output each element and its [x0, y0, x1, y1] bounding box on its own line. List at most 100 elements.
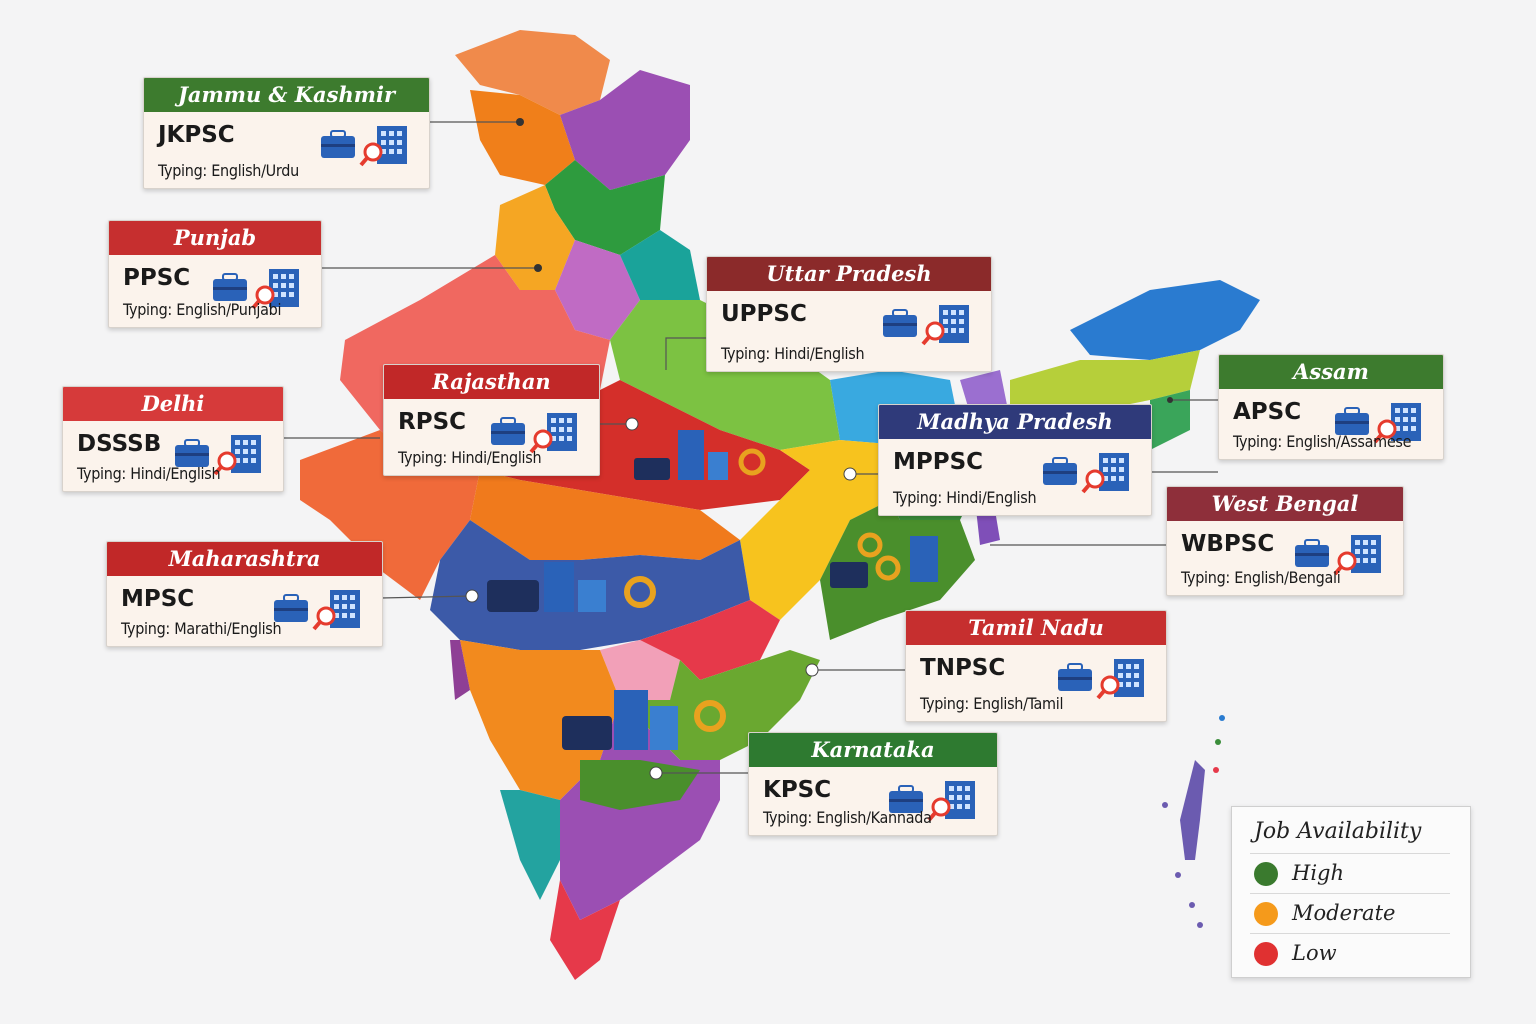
state-name: Punjab: [109, 221, 321, 255]
typing-languages: Typing: Hindi/English: [77, 464, 221, 483]
commission-code: TNPSC: [920, 655, 1006, 681]
region-ladakh: [455, 30, 610, 115]
job-icons: [173, 429, 273, 484]
legend-dot-low: [1254, 942, 1278, 966]
legend-label-high: High: [1292, 861, 1344, 885]
commission-code: KPSC: [763, 777, 832, 803]
typing-languages: Typing: Hindi/English: [398, 448, 542, 467]
state-name: Rajasthan: [384, 365, 599, 399]
office-building-icon: [377, 126, 407, 164]
office-building-icon: [945, 781, 975, 819]
map-icons-karnataka: [562, 690, 726, 750]
office-building-icon: [231, 435, 261, 473]
state-card-ka: Karnataka KPSC Typing: English/Kannada: [748, 732, 998, 836]
state-card-dl: Delhi DSSSB Typing: Hindi/English: [62, 386, 284, 492]
briefcase-icon: [889, 785, 923, 813]
job-icons: [1056, 653, 1156, 708]
briefcase-icon: [175, 439, 209, 467]
job-availability-legend: Job Availability High Moderate Low: [1231, 806, 1471, 978]
typing-languages: Typing: English/Urdu: [158, 161, 299, 180]
region-ladakh-east: [560, 70, 690, 190]
office-building-icon: [939, 305, 969, 343]
job-icons: [887, 775, 987, 830]
briefcase-icon: [491, 417, 525, 445]
job-icons: [1333, 397, 1433, 452]
region-mp-orange: [470, 470, 740, 560]
typing-languages: Typing: English/Tamil: [920, 694, 1064, 713]
state-card-tn: Tamil Nadu TNPSC Typing: English/Tamil: [905, 610, 1167, 722]
region-tamilnadu: [560, 700, 720, 920]
office-building-icon: [1114, 659, 1144, 697]
map-icons-rajasthan: [634, 430, 766, 480]
legend-title: Job Availability: [1254, 819, 1422, 844]
commission-code: MPPSC: [893, 449, 984, 475]
state-card-mp: Madhya Pradesh MPPSC Typing: Hindi/English: [878, 404, 1152, 516]
legend-label-moderate: Moderate: [1292, 901, 1396, 925]
typing-languages: Typing: Marathi/English: [121, 619, 282, 638]
state-name: Madhya Pradesh: [879, 405, 1151, 439]
region-south-tip: [550, 880, 620, 980]
magnifier-icon: [251, 285, 275, 310]
legend-item-moderate: Moderate: [1250, 893, 1450, 934]
state-card-up: Uttar Pradesh UPPSC Typing: Hindi/English: [706, 256, 992, 372]
legend-label-low: Low: [1292, 941, 1337, 965]
job-icons: [881, 299, 981, 354]
magnifier-icon: [927, 797, 951, 822]
office-building-icon: [1391, 403, 1421, 441]
region-uk: [620, 230, 700, 300]
commission-code: WBPSC: [1181, 531, 1275, 557]
region-telangana: [640, 600, 780, 680]
state-name: Jammu & Kashmir: [144, 78, 429, 112]
legend-item-low: Low: [1250, 933, 1450, 974]
commission-code: DSSSB: [77, 431, 162, 457]
legend-dot-high: [1254, 862, 1278, 886]
map-icons-maharashtra: [487, 562, 656, 612]
region-goa: [450, 640, 470, 700]
job-icons: [272, 584, 372, 639]
job-icons: [319, 120, 419, 175]
job-icons: [1293, 529, 1393, 584]
briefcase-icon: [1335, 407, 1369, 435]
region-hp: [545, 160, 665, 255]
state-name: Uttar Pradesh: [707, 257, 991, 291]
magnifier-icon: [359, 142, 383, 167]
typing-languages: Typing: English/Bengali: [1181, 568, 1341, 587]
region-punjab: [495, 185, 575, 290]
magnifier-icon: [1096, 675, 1120, 700]
typing-languages: Typing: English/Assamese: [1233, 432, 1412, 451]
briefcase-icon: [321, 130, 355, 158]
briefcase-icon: [1043, 457, 1077, 485]
region-chhattisgarh: [740, 440, 900, 620]
commission-code: MPSC: [121, 586, 195, 612]
office-building-icon: [547, 413, 577, 451]
office-building-icon: [269, 269, 299, 307]
typing-languages: Typing: English/Punjabi: [123, 300, 282, 319]
state-card-jk: Jammu & Kashmir JKPSC Typing: English/Urdu: [143, 77, 430, 189]
briefcase-icon: [274, 594, 308, 622]
magnifier-icon: [529, 429, 553, 454]
typing-languages: Typing: Hindi/English: [893, 488, 1037, 507]
region-nagaland: [1150, 390, 1190, 450]
magnifier-icon: [213, 451, 237, 476]
commission-code: RPSC: [398, 409, 467, 435]
magnifier-icon: [921, 321, 945, 346]
state-name: Karnataka: [749, 733, 997, 767]
region-jk: [470, 90, 575, 185]
briefcase-icon: [1058, 663, 1092, 691]
state-name: Maharashtra: [107, 542, 382, 576]
magnifier-icon: [1081, 469, 1105, 494]
state-name: Delhi: [63, 387, 283, 421]
state-card-wb: West Bengal WBPSC Typing: English/Bengali: [1166, 486, 1404, 596]
state-card-mh: Maharashtra MPSC Typing: Marathi/English: [106, 541, 383, 647]
typing-languages: Typing: English/Kannada: [763, 808, 932, 827]
state-card-rj: Rajasthan RPSC Typing: Hindi/English: [383, 364, 600, 476]
state-name: West Bengal: [1167, 487, 1403, 521]
region-ne-blue: [1070, 280, 1260, 360]
region-assam: [1010, 350, 1200, 420]
legend-item-high: High: [1250, 853, 1450, 894]
region-haryana: [555, 240, 640, 340]
commission-code: JKPSC: [158, 122, 235, 148]
job-icons: [211, 263, 311, 318]
job-icons: [489, 407, 589, 462]
state-name: Tamil Nadu: [906, 611, 1166, 645]
